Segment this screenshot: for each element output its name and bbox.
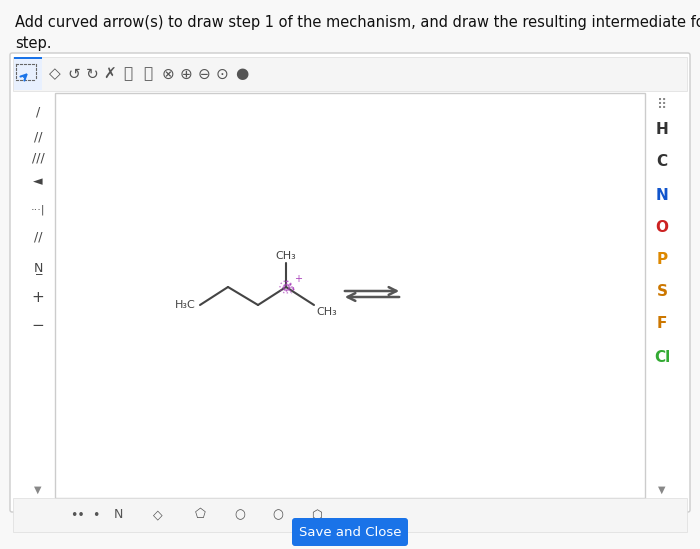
Bar: [13, 57, 687, 91]
Text: ···|: ···|: [31, 205, 46, 215]
Bar: [55, 93, 645, 498]
Text: N: N: [113, 508, 122, 522]
Text: ↺: ↺: [68, 66, 80, 81]
Text: H₃C: H₃C: [175, 300, 196, 310]
Text: ••: ••: [71, 508, 85, 522]
Text: ⧈: ⧈: [144, 66, 153, 81]
Text: ●: ●: [235, 66, 248, 81]
Text: ⧉: ⧉: [123, 66, 132, 81]
Text: ◄: ◄: [33, 176, 43, 188]
Text: Save and Close: Save and Close: [299, 525, 401, 539]
Text: ⊗: ⊗: [162, 66, 174, 81]
Text: CH₃: CH₃: [276, 251, 296, 261]
Text: ▼: ▼: [658, 485, 666, 495]
Text: //: //: [34, 131, 42, 143]
Text: ⊙: ⊙: [216, 66, 228, 81]
Bar: [13, 498, 687, 532]
Text: ⬠: ⬠: [195, 508, 205, 522]
Text: ✗: ✗: [104, 66, 116, 81]
Text: +: +: [32, 290, 44, 305]
Text: ▼: ▼: [34, 485, 42, 495]
Text: CH₃: CH₃: [316, 307, 337, 317]
Text: ◇: ◇: [153, 508, 163, 522]
Bar: [14, 57, 42, 59]
Text: /: /: [36, 105, 40, 119]
Text: ///: ///: [32, 152, 44, 165]
Text: +: +: [294, 274, 302, 284]
Text: −: −: [32, 317, 44, 333]
Text: •: •: [92, 508, 99, 522]
Text: ○: ○: [272, 508, 284, 522]
Text: H: H: [656, 122, 668, 137]
Text: Add curved arrow(s) to draw step 1 of the mechanism, and draw the resulting inte: Add curved arrow(s) to draw step 1 of th…: [15, 15, 700, 51]
Text: ◇: ◇: [49, 66, 61, 81]
Text: N̲̲: N̲̲: [34, 261, 43, 274]
Text: Cl: Cl: [654, 350, 670, 366]
Bar: [14, 57, 42, 90]
Text: P: P: [657, 253, 668, 267]
FancyBboxPatch shape: [292, 518, 408, 546]
Text: ⬡: ⬡: [311, 508, 321, 522]
Text: ⠿: ⠿: [657, 98, 667, 112]
Text: ○: ○: [234, 508, 246, 522]
Text: F: F: [657, 317, 667, 332]
Text: //: //: [34, 231, 42, 244]
Text: ↻: ↻: [85, 66, 99, 81]
Text: ⊕: ⊕: [180, 66, 193, 81]
Text: O: O: [655, 221, 668, 236]
Text: N: N: [656, 188, 668, 204]
Text: ⊖: ⊖: [197, 66, 211, 81]
Text: S: S: [657, 284, 668, 300]
Text: C: C: [657, 154, 668, 170]
FancyBboxPatch shape: [10, 53, 690, 512]
